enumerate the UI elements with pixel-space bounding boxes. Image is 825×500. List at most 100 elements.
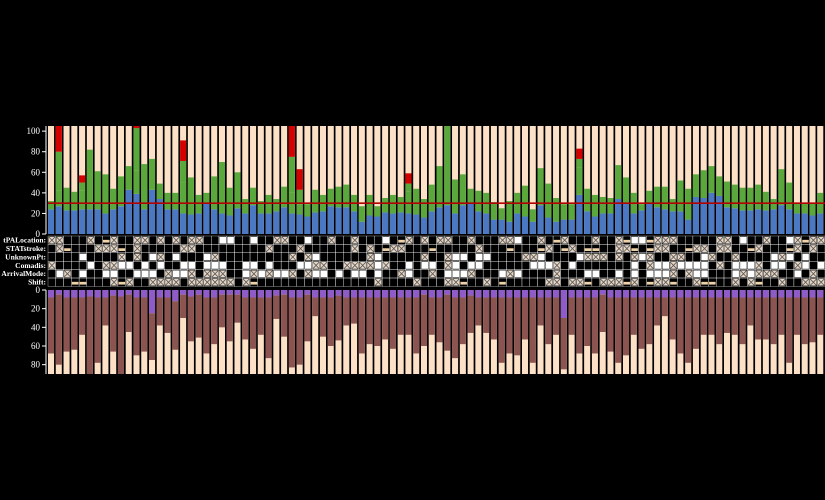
blue-bar (685, 219, 692, 234)
red-bar (133, 126, 140, 129)
purple-bar (374, 290, 381, 298)
green-bar (755, 184, 762, 210)
grid-cell-cross-mark (646, 261, 654, 270)
grid-cell-tan (802, 239, 809, 243)
brown-bar (180, 294, 187, 318)
blue-bar (545, 217, 552, 234)
grid-cell-cross-mark (654, 244, 662, 253)
grid-cell-cross-mark (110, 278, 118, 286)
purple-bar (71, 290, 78, 298)
purple-bar (661, 290, 668, 298)
blue-bar (180, 213, 187, 234)
grid-cell-cross-mark (188, 244, 196, 253)
grid-cell-cross-mark (374, 278, 382, 286)
brown-bar (71, 297, 78, 350)
grid-cell-white (786, 236, 794, 244)
grid-cell-tan (584, 248, 592, 251)
brown-bar (498, 297, 505, 363)
blue-bar (156, 199, 163, 234)
grid-cell-tan (118, 248, 126, 251)
brown-bar (319, 297, 327, 337)
grid-cell-white (615, 270, 623, 278)
blue-bar (723, 207, 731, 234)
brown-bar (94, 297, 101, 363)
grid-cell-cross-mark (677, 253, 685, 261)
brown-bar (475, 297, 482, 326)
blue-bar (584, 211, 591, 234)
grid-cell-tan (460, 281, 467, 285)
brown-bar (172, 301, 179, 350)
brown-bar (288, 297, 295, 368)
grid-cell-tan (623, 281, 631, 285)
green-bar (250, 187, 257, 206)
grid-cell-cross-mark (662, 278, 670, 286)
green-bar (327, 188, 334, 207)
grid-cell-cross-mark (615, 278, 623, 286)
brown-bar (226, 294, 233, 342)
grid-cell-white (576, 253, 584, 261)
grid-cell-cross-mark (281, 236, 289, 244)
purple-bar (591, 290, 598, 298)
grid-cell-cross-mark (141, 236, 149, 244)
brown-bar (669, 297, 676, 340)
green-bar (646, 190, 653, 204)
grid-cell-white (639, 253, 646, 261)
bottom-column-background (218, 290, 225, 374)
purple-bar (553, 290, 560, 298)
green-bar (296, 189, 303, 205)
blue-bar (483, 213, 490, 234)
red-bar (79, 175, 86, 183)
axes-layer: 0 20 40 60 80 100 0 20 40 60 80 (27, 126, 47, 374)
brown-bar (521, 297, 529, 340)
purple-bar (755, 290, 762, 298)
blue-bar (172, 209, 179, 234)
green-bar (584, 188, 591, 212)
grid-cell-cross-mark (755, 261, 763, 270)
green-bar (374, 206, 381, 217)
brown-bar (397, 297, 404, 335)
brown-bar (187, 296, 194, 342)
green-bar (164, 192, 171, 210)
grid-cell-cross-mark (195, 236, 204, 244)
purple-bar (273, 290, 280, 296)
grid-cell-tan (382, 248, 390, 251)
grid-cell-cross-mark (421, 253, 429, 261)
brown-bar (117, 296, 124, 374)
purple-bar (397, 290, 404, 298)
blue-bar (607, 213, 614, 234)
grid-cell-cross-mark (180, 244, 188, 253)
red-bar (55, 126, 62, 152)
purple-bar (319, 290, 327, 298)
blue-bar (94, 209, 101, 234)
grid-cell-white (817, 262, 825, 269)
blue-bar (553, 221, 560, 234)
green-bar (576, 167, 583, 195)
grid-cell-cross-mark (716, 236, 724, 244)
grid-cell-white (468, 262, 475, 269)
purple-bar (452, 290, 459, 298)
grid-cell-cross-mark (157, 278, 165, 286)
grid-cell-cross-mark (506, 236, 514, 244)
top-column-background (607, 126, 614, 234)
brown-bar (203, 297, 210, 354)
grid-cell-cross-mark (553, 270, 561, 278)
top-column-background (809, 126, 816, 234)
grid-cell-cross-mark (631, 253, 639, 261)
top-column-background (164, 126, 171, 234)
bottom-y-tick-label: 60 (31, 341, 41, 351)
grid-cell-cross-mark (592, 236, 600, 244)
top-column-background (669, 126, 676, 234)
grid-cell-tan (398, 239, 405, 243)
grid-cell-cross-mark (763, 236, 771, 244)
brown-bar (700, 297, 707, 335)
blue-bar (739, 210, 746, 234)
grid-cell-cross-mark (56, 236, 64, 244)
blue-bar (529, 221, 536, 234)
bottom-column-background (312, 290, 319, 374)
grid-cell-cross-mark (94, 244, 103, 253)
grid-cell-cross-mark (576, 278, 584, 286)
green-bar (622, 177, 630, 204)
grid-cell-white (452, 270, 460, 278)
top-column-background (630, 126, 637, 234)
grid-cell-white (421, 262, 429, 269)
